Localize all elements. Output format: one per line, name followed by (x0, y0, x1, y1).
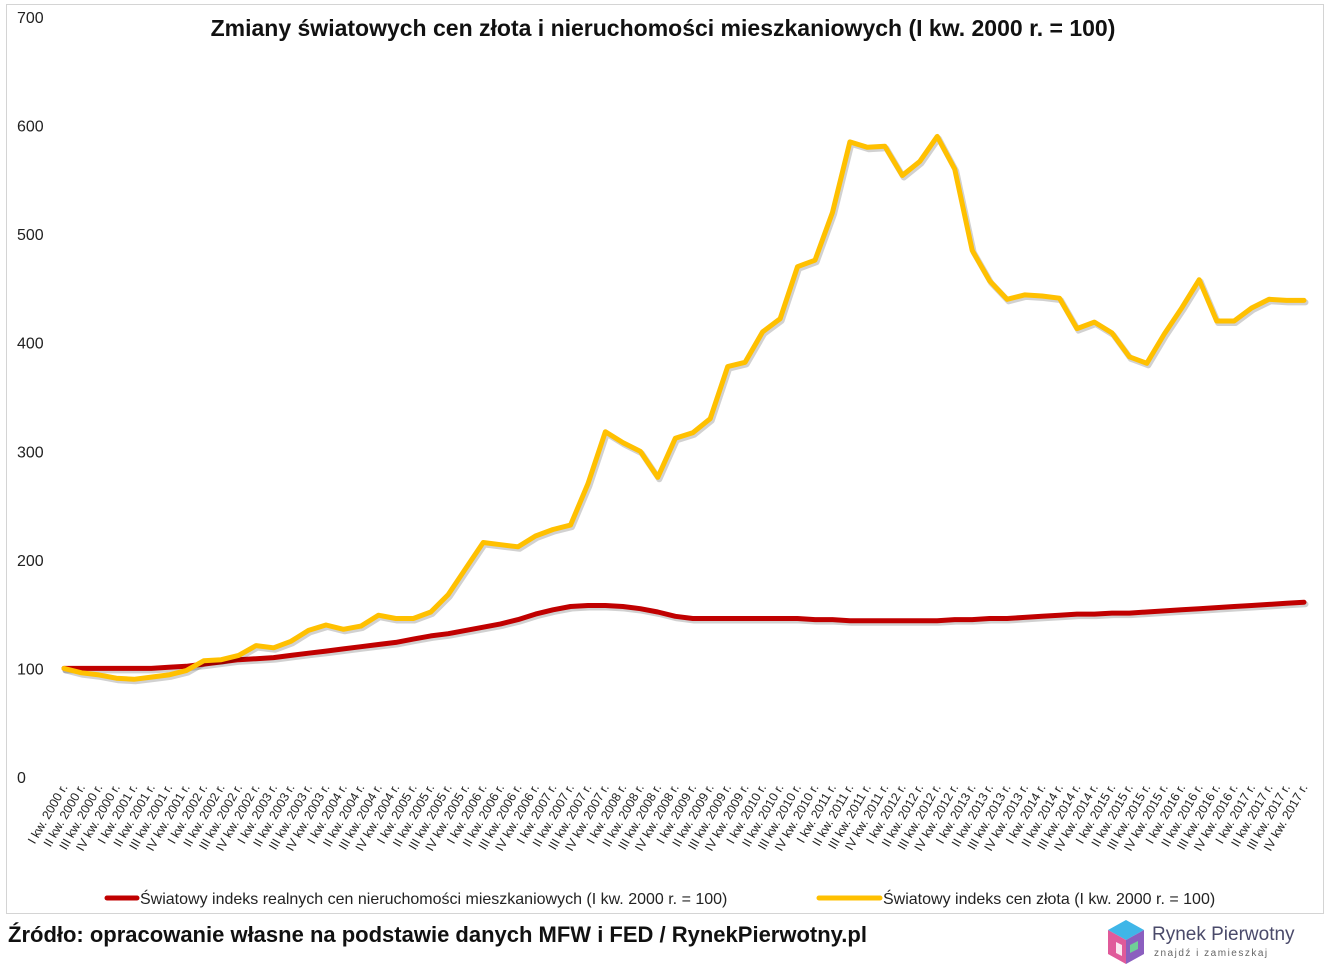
legend-entry-label: Światowy indeks realnych cen nieruchomoś… (140, 889, 727, 908)
y-tick-label: 300 (17, 444, 44, 461)
series-group (61, 133, 1309, 685)
chart-title: Zmiany światowych cen złota i nieruchomo… (211, 15, 1116, 41)
chart-frame: Zmiany światowych cen złota i nieruchomo… (6, 4, 1324, 914)
legend: Światowy indeks realnych cen nieruchomoś… (104, 889, 1215, 908)
y-tick-label: 600 (17, 119, 44, 136)
logo-name: Rynek Pierwotny (1152, 924, 1295, 945)
y-tick-label: 700 (17, 10, 44, 27)
x-axis: I kw. 2000 r.II kw. 2000 r.III kw. 2000 … (25, 781, 1310, 853)
series-line-shadow (62, 135, 1309, 685)
source-note: Źródło: opracowanie własne na podstawie … (8, 922, 867, 947)
series-line-gold-prices (61, 133, 1307, 682)
legend-entry-label: Światowy indeks cen złota (I kw. 2000 r.… (883, 889, 1215, 908)
line-chart: Zmiany światowych cen złota i nieruchomo… (17, 10, 1311, 908)
y-axis: 0 100 200 300 400 500 600 700 (17, 10, 44, 787)
logo-tagline: znajdź i zamieszkaj (1154, 948, 1269, 959)
series-line-house-prices (61, 599, 1307, 671)
y-tick-label: 0 (17, 770, 26, 787)
y-tick-label: 500 (17, 227, 44, 244)
y-tick-label: 400 (17, 336, 44, 353)
y-tick-label: 200 (17, 553, 44, 570)
house-logo-icon (1108, 920, 1144, 964)
y-tick-label: 100 (17, 661, 44, 678)
rynek-pierwotny-logo[interactable]: Rynek Pierwotny znajdź i zamieszkaj (1104, 918, 1324, 968)
